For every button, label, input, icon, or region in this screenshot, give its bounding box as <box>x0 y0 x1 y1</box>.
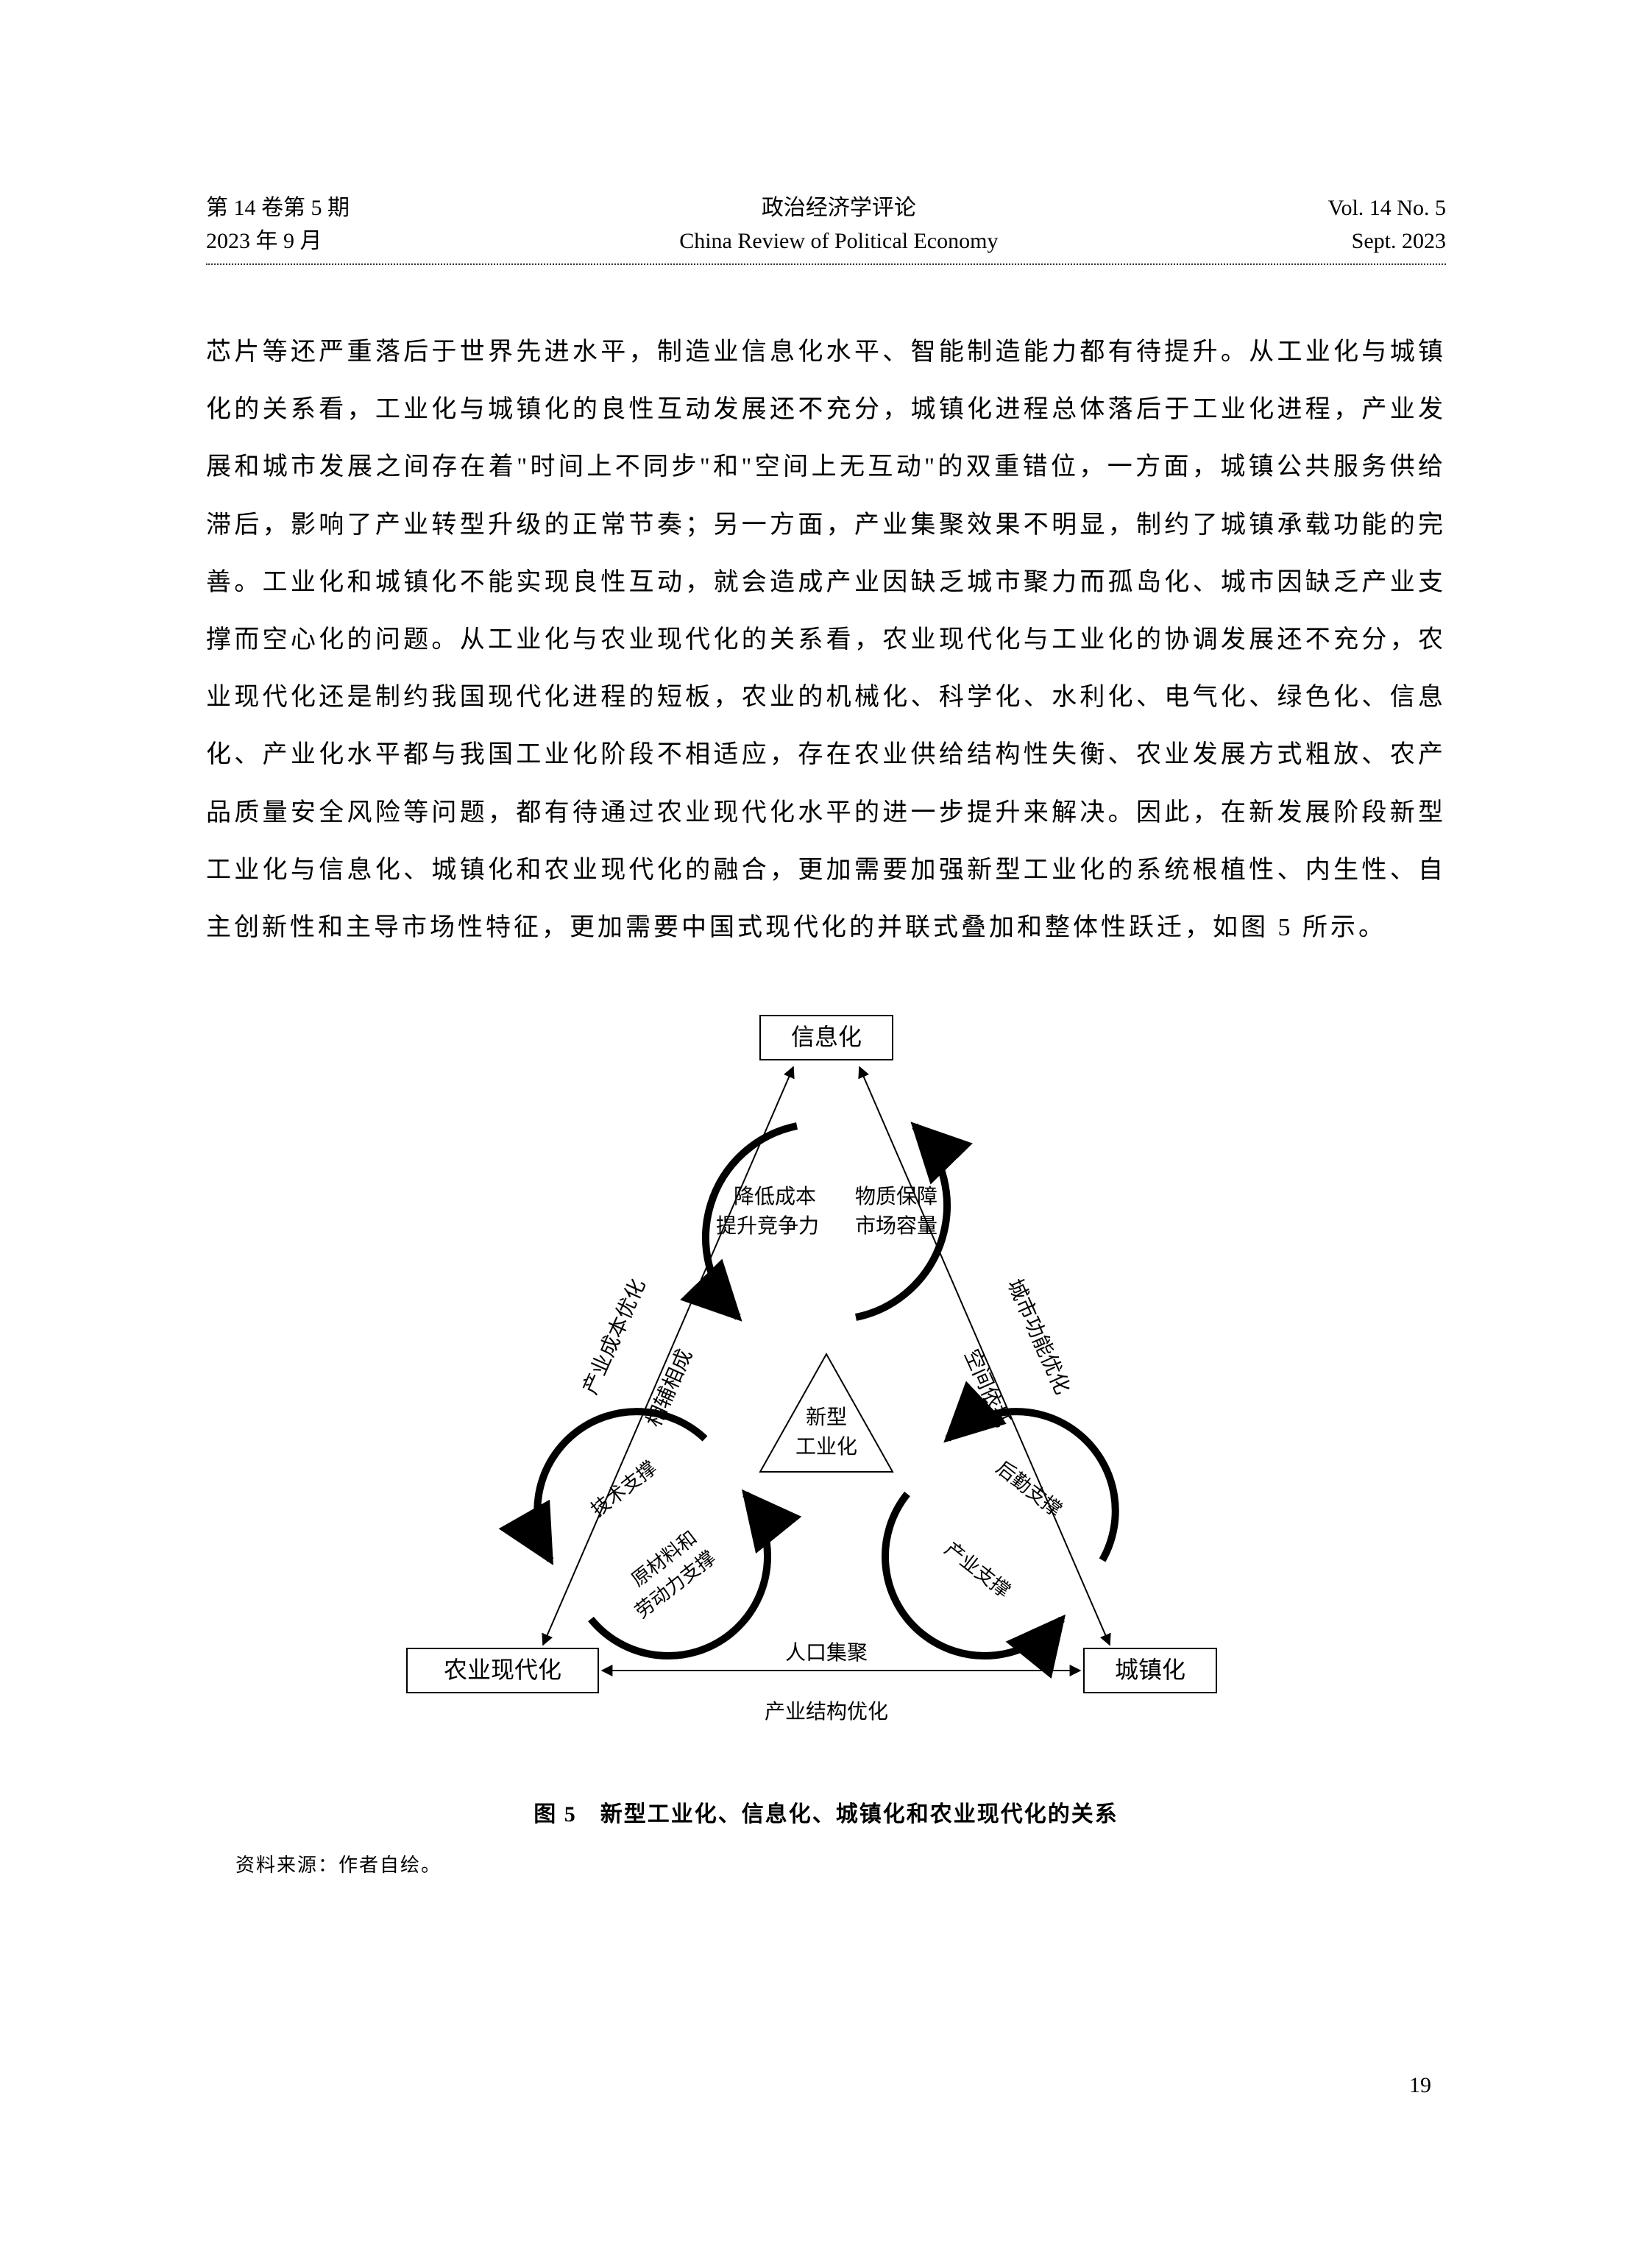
date-en: Sept. 2023 <box>1328 224 1446 258</box>
cycle-br-upper: 后勤支撑 <box>992 1457 1066 1521</box>
node-center-label1: 新型 <box>805 1406 846 1429</box>
header-left: 第 14 卷第 5 期 2023 年 9 月 <box>206 191 350 258</box>
edge-bottom-upper-label: 人口集聚 <box>784 1641 867 1665</box>
page-header: 第 14 卷第 5 期 2023 年 9 月 政治经济学评论 China Rev… <box>206 191 1446 265</box>
body-paragraph: 芯片等还严重落后于世界先进水平，制造业信息化水平、智能制造能力都有待提升。从工业… <box>206 324 1446 957</box>
page-number: 19 <box>1409 2073 1431 2098</box>
figure-caption: 图 5 新型工业化、信息化、城镇化和农业现代化的关系 <box>206 1796 1446 1828</box>
cycle-top: 降低成本 提升竞争力 物质保障 市场容量 <box>706 1126 947 1317</box>
edge-bottom-lower-label: 产业结构优化 <box>764 1700 887 1724</box>
node-info-label: 信息化 <box>790 1024 861 1050</box>
cycle-top-left2: 提升竞争力 <box>715 1214 818 1238</box>
cycle-top-right2: 市场容量 <box>854 1214 937 1238</box>
diagram-svg: 信息化 农业现代化 城镇化 新型 工业化 降低成本 提升竞争力 物质保障 市场容… <box>385 993 1268 1766</box>
figure-5: 信息化 农业现代化 城镇化 新型 工业化 降低成本 提升竞争力 物质保障 市场容… <box>206 993 1446 1766</box>
cycle-top-right1: 物质保障 <box>854 1185 937 1208</box>
edge-right-outer-label: 城市功能优化 <box>1002 1275 1074 1398</box>
figure-source: 资料来源：作者自绘。 <box>235 1850 1446 1877</box>
volume-issue: 第 14 卷第 5 期 <box>206 191 350 224</box>
node-urban-label: 城镇化 <box>1114 1657 1185 1683</box>
node-agri-label: 农业现代化 <box>443 1657 561 1683</box>
journal-title-cn: 政治经济学评论 <box>679 191 998 224</box>
header-center: 政治经济学评论 China Review of Political Econom… <box>679 191 998 258</box>
cycle-br-lower: 产业支撑 <box>940 1538 1014 1602</box>
node-center-label2: 工业化 <box>795 1435 857 1459</box>
date-cn: 2023 年 9 月 <box>206 224 350 258</box>
cycle-top-left1: 降低成本 <box>733 1185 815 1208</box>
header-right: Vol. 14 No. 5 Sept. 2023 <box>1328 191 1446 258</box>
journal-title-en: China Review of Political Economy <box>679 224 998 258</box>
volume-issue-en: Vol. 14 No. 5 <box>1328 191 1446 224</box>
cycle-bl-upper: 技术支撑 <box>586 1457 660 1521</box>
cycle-bottom-left: 技术支撑 原材料和 劳动力支撑 <box>537 1411 767 1656</box>
edge-left-outer-label: 产业成本优化 <box>578 1275 650 1398</box>
cycle-bottom-right: 后勤支撑 产业支撑 <box>885 1411 1115 1656</box>
